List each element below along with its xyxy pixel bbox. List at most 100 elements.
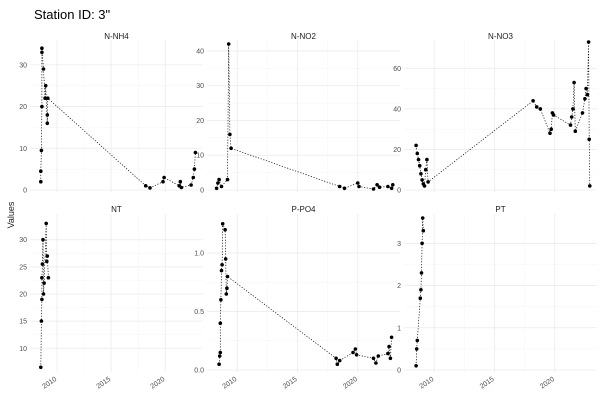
data-point [388, 356, 393, 361]
data-point [586, 40, 591, 44]
data-point [40, 275, 44, 280]
data-point [337, 358, 342, 363]
data-point [40, 262, 45, 266]
data-point [45, 254, 50, 258]
data-point [417, 163, 422, 168]
data-point [216, 181, 220, 185]
data-point [371, 356, 376, 361]
data-point [415, 151, 420, 156]
y-tick-label: 25 [19, 264, 27, 271]
facet-strip-label: NT [111, 205, 122, 214]
data-point [391, 183, 395, 187]
data-point [43, 96, 47, 100]
data-point [420, 178, 424, 182]
panel-n-no2: 0 10 20 30 40 N-NO2 [196, 32, 400, 195]
data-point [224, 292, 229, 296]
panel-n-nh4: 0 10 20 30 N-NH4 [19, 32, 203, 195]
data-point [386, 351, 390, 356]
data-point [420, 241, 424, 246]
data-point [39, 319, 44, 323]
y-tick-label: 20 [196, 118, 204, 125]
data-point [43, 83, 48, 88]
data-point [179, 185, 184, 190]
x-tick-label: 2010 [222, 376, 239, 391]
x-tick-label: 2020 [150, 376, 167, 391]
data-point [342, 186, 347, 191]
data-point [40, 297, 44, 302]
data-point [218, 321, 223, 326]
data-point [192, 167, 197, 171]
series-line [415, 217, 424, 366]
data-point [371, 187, 376, 191]
data-point [218, 350, 223, 355]
data-point [389, 186, 394, 191]
data-point [162, 175, 166, 180]
y-tick-label: 20 [19, 104, 27, 111]
data-point [40, 50, 44, 55]
data-point [217, 177, 221, 182]
data-point [571, 107, 575, 111]
facet-strip-label: PT [495, 205, 505, 214]
panel-p-po4: 0.0 0.5 1.0 P-PO4 2010 2015 2020 [194, 205, 400, 391]
data-point [551, 113, 556, 117]
x-tick-label: 2020 [539, 376, 556, 391]
x-tick-label: 2010 [419, 376, 436, 391]
data-point [568, 123, 573, 127]
series-line [216, 43, 394, 190]
facet-strip-label: P-PO4 [291, 205, 316, 214]
series-line [415, 41, 591, 188]
y-tick-label: 0 [397, 368, 401, 375]
panel-pt: 0 1 2 3 PT 2010 2015 2020 [397, 205, 597, 391]
y-tick-label: 10 [19, 346, 27, 353]
y-tick-label: 10 [19, 146, 27, 153]
x-tick-label: 2015 [95, 376, 112, 391]
y-tick-label: 1.0 [194, 251, 204, 258]
data-point [414, 143, 418, 148]
data-point [143, 184, 148, 188]
data-point [225, 274, 230, 279]
data-point [40, 46, 44, 50]
y-tick-label: 15 [19, 319, 27, 326]
data-point [219, 184, 224, 189]
data-point [223, 227, 227, 232]
data-point [217, 362, 221, 367]
data-point [225, 286, 229, 291]
x-tick-label: 2015 [282, 376, 299, 391]
data-point [39, 365, 43, 370]
data-point [421, 228, 426, 233]
y-tick-label: 0 [397, 188, 401, 195]
data-point [41, 67, 46, 71]
y-tick-label: 20 [393, 147, 401, 154]
data-point [549, 127, 553, 131]
panel-nt: 10 15 20 25 30 NT 2010 2015 2020 [19, 205, 203, 391]
data-point [375, 183, 379, 187]
data-point [422, 184, 427, 188]
data-point [419, 271, 424, 275]
data-point [423, 167, 428, 172]
facet-strip-label: N-NH4 [104, 32, 129, 41]
data-point [418, 296, 423, 301]
y-tick-label: 40 [196, 48, 204, 55]
data-point [45, 113, 50, 117]
data-point [354, 353, 359, 357]
data-point [334, 356, 338, 361]
data-point [44, 221, 48, 226]
data-point [419, 288, 423, 292]
x-tick-label: 2015 [479, 376, 496, 391]
y-tick-label: 10 [196, 153, 204, 160]
y-tick-label: 3 [397, 241, 401, 248]
data-point [45, 259, 49, 264]
data-point [148, 186, 152, 190]
data-point [387, 344, 391, 349]
data-point [229, 146, 233, 151]
data-point [225, 177, 230, 182]
data-point [191, 175, 196, 180]
data-point [419, 172, 423, 176]
data-point [46, 275, 51, 280]
facet-strip-label: N-NO3 [488, 32, 513, 41]
data-point [376, 354, 381, 358]
series-line [40, 48, 196, 189]
data-point [414, 364, 418, 368]
facet-panels: 0102030N-NH4010203040N-NO20204060N-NO310… [19, 32, 597, 391]
data-point [538, 107, 543, 111]
